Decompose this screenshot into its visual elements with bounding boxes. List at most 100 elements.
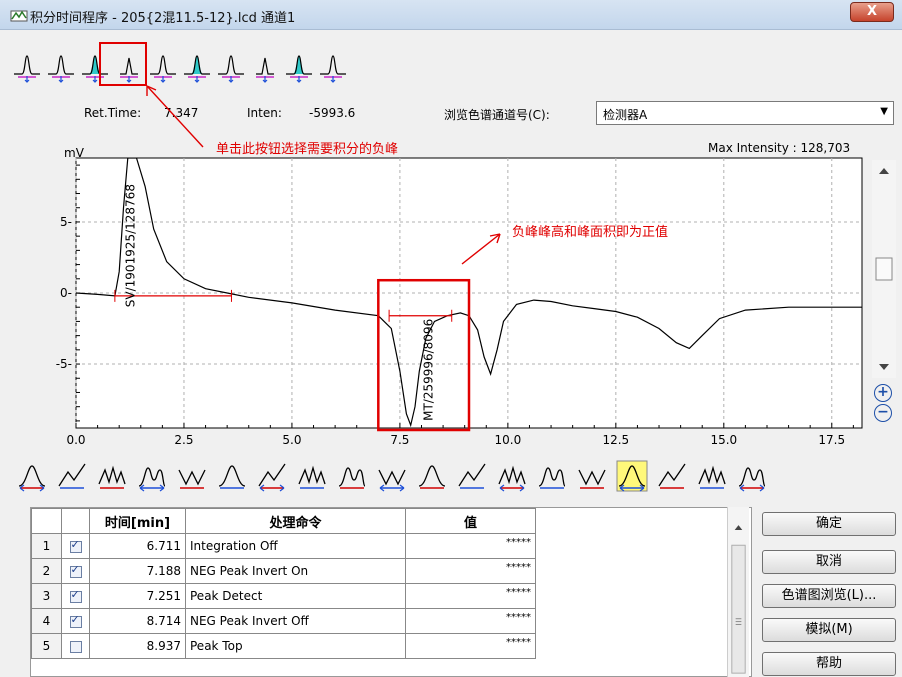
row-number: 1	[31, 533, 62, 559]
table-row[interactable]: 3 7.251 Peak Detect *****	[31, 583, 536, 609]
x-tick-label: 17.5	[818, 433, 845, 447]
window-title: 积分时间程序 - 205{2混11.5-12}.lcd 通道1	[30, 11, 296, 26]
app-icon	[10, 10, 28, 22]
row-time[interactable]: 8.937	[89, 633, 186, 659]
table-row[interactable]: 1 6.711 Integration Off *****	[31, 533, 536, 559]
peak-detect-icon[interactable]	[148, 50, 178, 84]
selected-tool-highlight	[99, 42, 147, 86]
peak-detect-icon[interactable]	[416, 458, 448, 494]
arrow-head-2	[489, 233, 501, 244]
row-time[interactable]: 7.188	[89, 558, 186, 584]
inten-value: -5993.6	[309, 106, 356, 120]
row-command[interactable]: Peak Detect	[185, 583, 406, 609]
channel-select[interactable]: 检测器A ▼	[596, 101, 894, 125]
neg-peak-on-icon[interactable]	[336, 458, 368, 494]
zoom-out-icon[interactable]: −	[874, 404, 892, 422]
baseline-marker-1	[114, 289, 232, 302]
table-row[interactable]: 2 7.188 NEG Peak Invert On *****	[31, 558, 536, 584]
baseline-icon[interactable]	[536, 458, 568, 494]
row-checkbox[interactable]	[61, 533, 90, 559]
front-tangent-icon[interactable]	[656, 458, 688, 494]
ret-time-value: 7.347	[164, 106, 199, 120]
neg-peak-highlight-box	[377, 278, 471, 432]
close-button[interactable]: X	[850, 2, 894, 22]
row-checkbox[interactable]	[61, 608, 90, 634]
tailing-icon[interactable]	[176, 458, 208, 494]
row-checkbox[interactable]	[61, 633, 90, 659]
checkbox[interactable]	[69, 588, 82, 603]
table-row[interactable]: 5 8.937 Peak Top *****	[31, 633, 536, 659]
row-number: 5	[31, 633, 62, 659]
row-command[interactable]: Integration Off	[185, 533, 406, 559]
y-tick-label: 0-	[60, 286, 72, 300]
valley-icon[interactable]	[496, 458, 528, 494]
table-row[interactable]: 4 8.714 NEG Peak Invert Off *****	[31, 608, 536, 634]
table-vertical-scrollbar[interactable]	[727, 507, 749, 677]
chevron-down-icon: ▼	[880, 106, 888, 117]
x-tick-label: 5.0	[282, 433, 301, 447]
x-tick-label: 7.5	[390, 433, 409, 447]
slope-icon[interactable]	[56, 458, 88, 494]
integration-off-icon[interactable]	[296, 458, 328, 494]
ok-button[interactable]: 确定	[762, 512, 896, 536]
multi-peak-icon[interactable]	[182, 50, 212, 84]
row-command[interactable]: Peak Top	[185, 633, 406, 659]
checkbox[interactable]	[69, 538, 82, 553]
col-command-header[interactable]: 处理命令	[185, 508, 406, 534]
chromatogram-browse-button[interactable]: 色谱图浏览(L)...	[762, 584, 896, 608]
row-value[interactable]: *****	[405, 583, 536, 609]
peak-width-icon[interactable]	[12, 50, 42, 84]
row-value[interactable]: *****	[405, 558, 536, 584]
row-number: 2	[31, 558, 62, 584]
drift-icon[interactable]	[96, 458, 128, 494]
y-axis-label: mV	[64, 146, 84, 160]
row-time[interactable]: 6.711	[89, 533, 186, 559]
zoom-in-icon[interactable]: +	[874, 384, 892, 402]
title-bar[interactable]: 积分时间程序 - 205{2混11.5-12}.lcd 通道1 X	[0, 0, 902, 30]
row-time[interactable]: 8.714	[89, 608, 186, 634]
row-command[interactable]: NEG Peak Invert On	[185, 558, 406, 584]
peak-slope-icon[interactable]	[46, 50, 76, 84]
neg-peak-alt-icon[interactable]	[114, 50, 144, 84]
command-table: 时间[min] 处理命令 值 1 6.711 Integration Off *…	[30, 507, 752, 677]
cancel-button[interactable]: 取消	[762, 550, 896, 574]
tangent-icon[interactable]	[576, 458, 608, 494]
ret-time-label: Ret.Time:	[84, 106, 142, 120]
rear-tangent-icon[interactable]	[696, 458, 728, 494]
row-time[interactable]: 7.251	[89, 583, 186, 609]
noise-icon[interactable]	[250, 50, 280, 84]
peak-split-icon[interactable]	[284, 50, 314, 84]
forced-peak-icon[interactable]	[616, 458, 648, 494]
simulate-button[interactable]: 模拟(M)	[762, 618, 896, 642]
help-button[interactable]: 帮助	[762, 652, 896, 676]
peak-top-icon[interactable]	[456, 458, 488, 494]
row-checkbox[interactable]	[61, 558, 90, 584]
col-check-header	[61, 508, 90, 534]
chart-vertical-scrollbar[interactable]	[872, 160, 896, 378]
peak-top-icon[interactable]	[216, 50, 246, 84]
multi-peak-icon[interactable]	[216, 458, 248, 494]
program-list-icon[interactable]	[736, 458, 768, 494]
table-header-row: 时间[min] 处理命令 值	[31, 508, 536, 534]
row-value[interactable]: *****	[405, 608, 536, 634]
row-value[interactable]: *****	[405, 633, 536, 659]
width-icon[interactable]	[16, 458, 48, 494]
peak-label-2: MT/259996/8096	[421, 319, 435, 421]
row-value[interactable]: *****	[405, 533, 536, 559]
neg-peak-icon[interactable]	[80, 50, 110, 84]
min-area-icon[interactable]	[136, 458, 168, 494]
peak-skip-icon[interactable]	[318, 50, 348, 84]
x-tick-label: 10.0	[495, 433, 522, 447]
row-checkbox[interactable]	[61, 583, 90, 609]
checkbox[interactable]	[69, 563, 82, 578]
checkbox[interactable]	[69, 613, 82, 628]
col-time-header[interactable]: 时间[min]	[89, 508, 186, 534]
checkbox[interactable]	[69, 640, 82, 653]
y-tick-label: 5-	[60, 215, 72, 229]
neg-peak-off-icon[interactable]	[376, 458, 408, 494]
chromatogram-chart[interactable]: 0.0 2.5 5.0 7.5 10.0 12.5 15.0 17.5 5- 0- -5- SV/19…	[0, 0, 902, 460]
col-value-header[interactable]: 值	[405, 508, 536, 534]
integration-on-icon[interactable]	[256, 458, 288, 494]
row-command[interactable]: NEG Peak Invert Off	[185, 608, 406, 634]
